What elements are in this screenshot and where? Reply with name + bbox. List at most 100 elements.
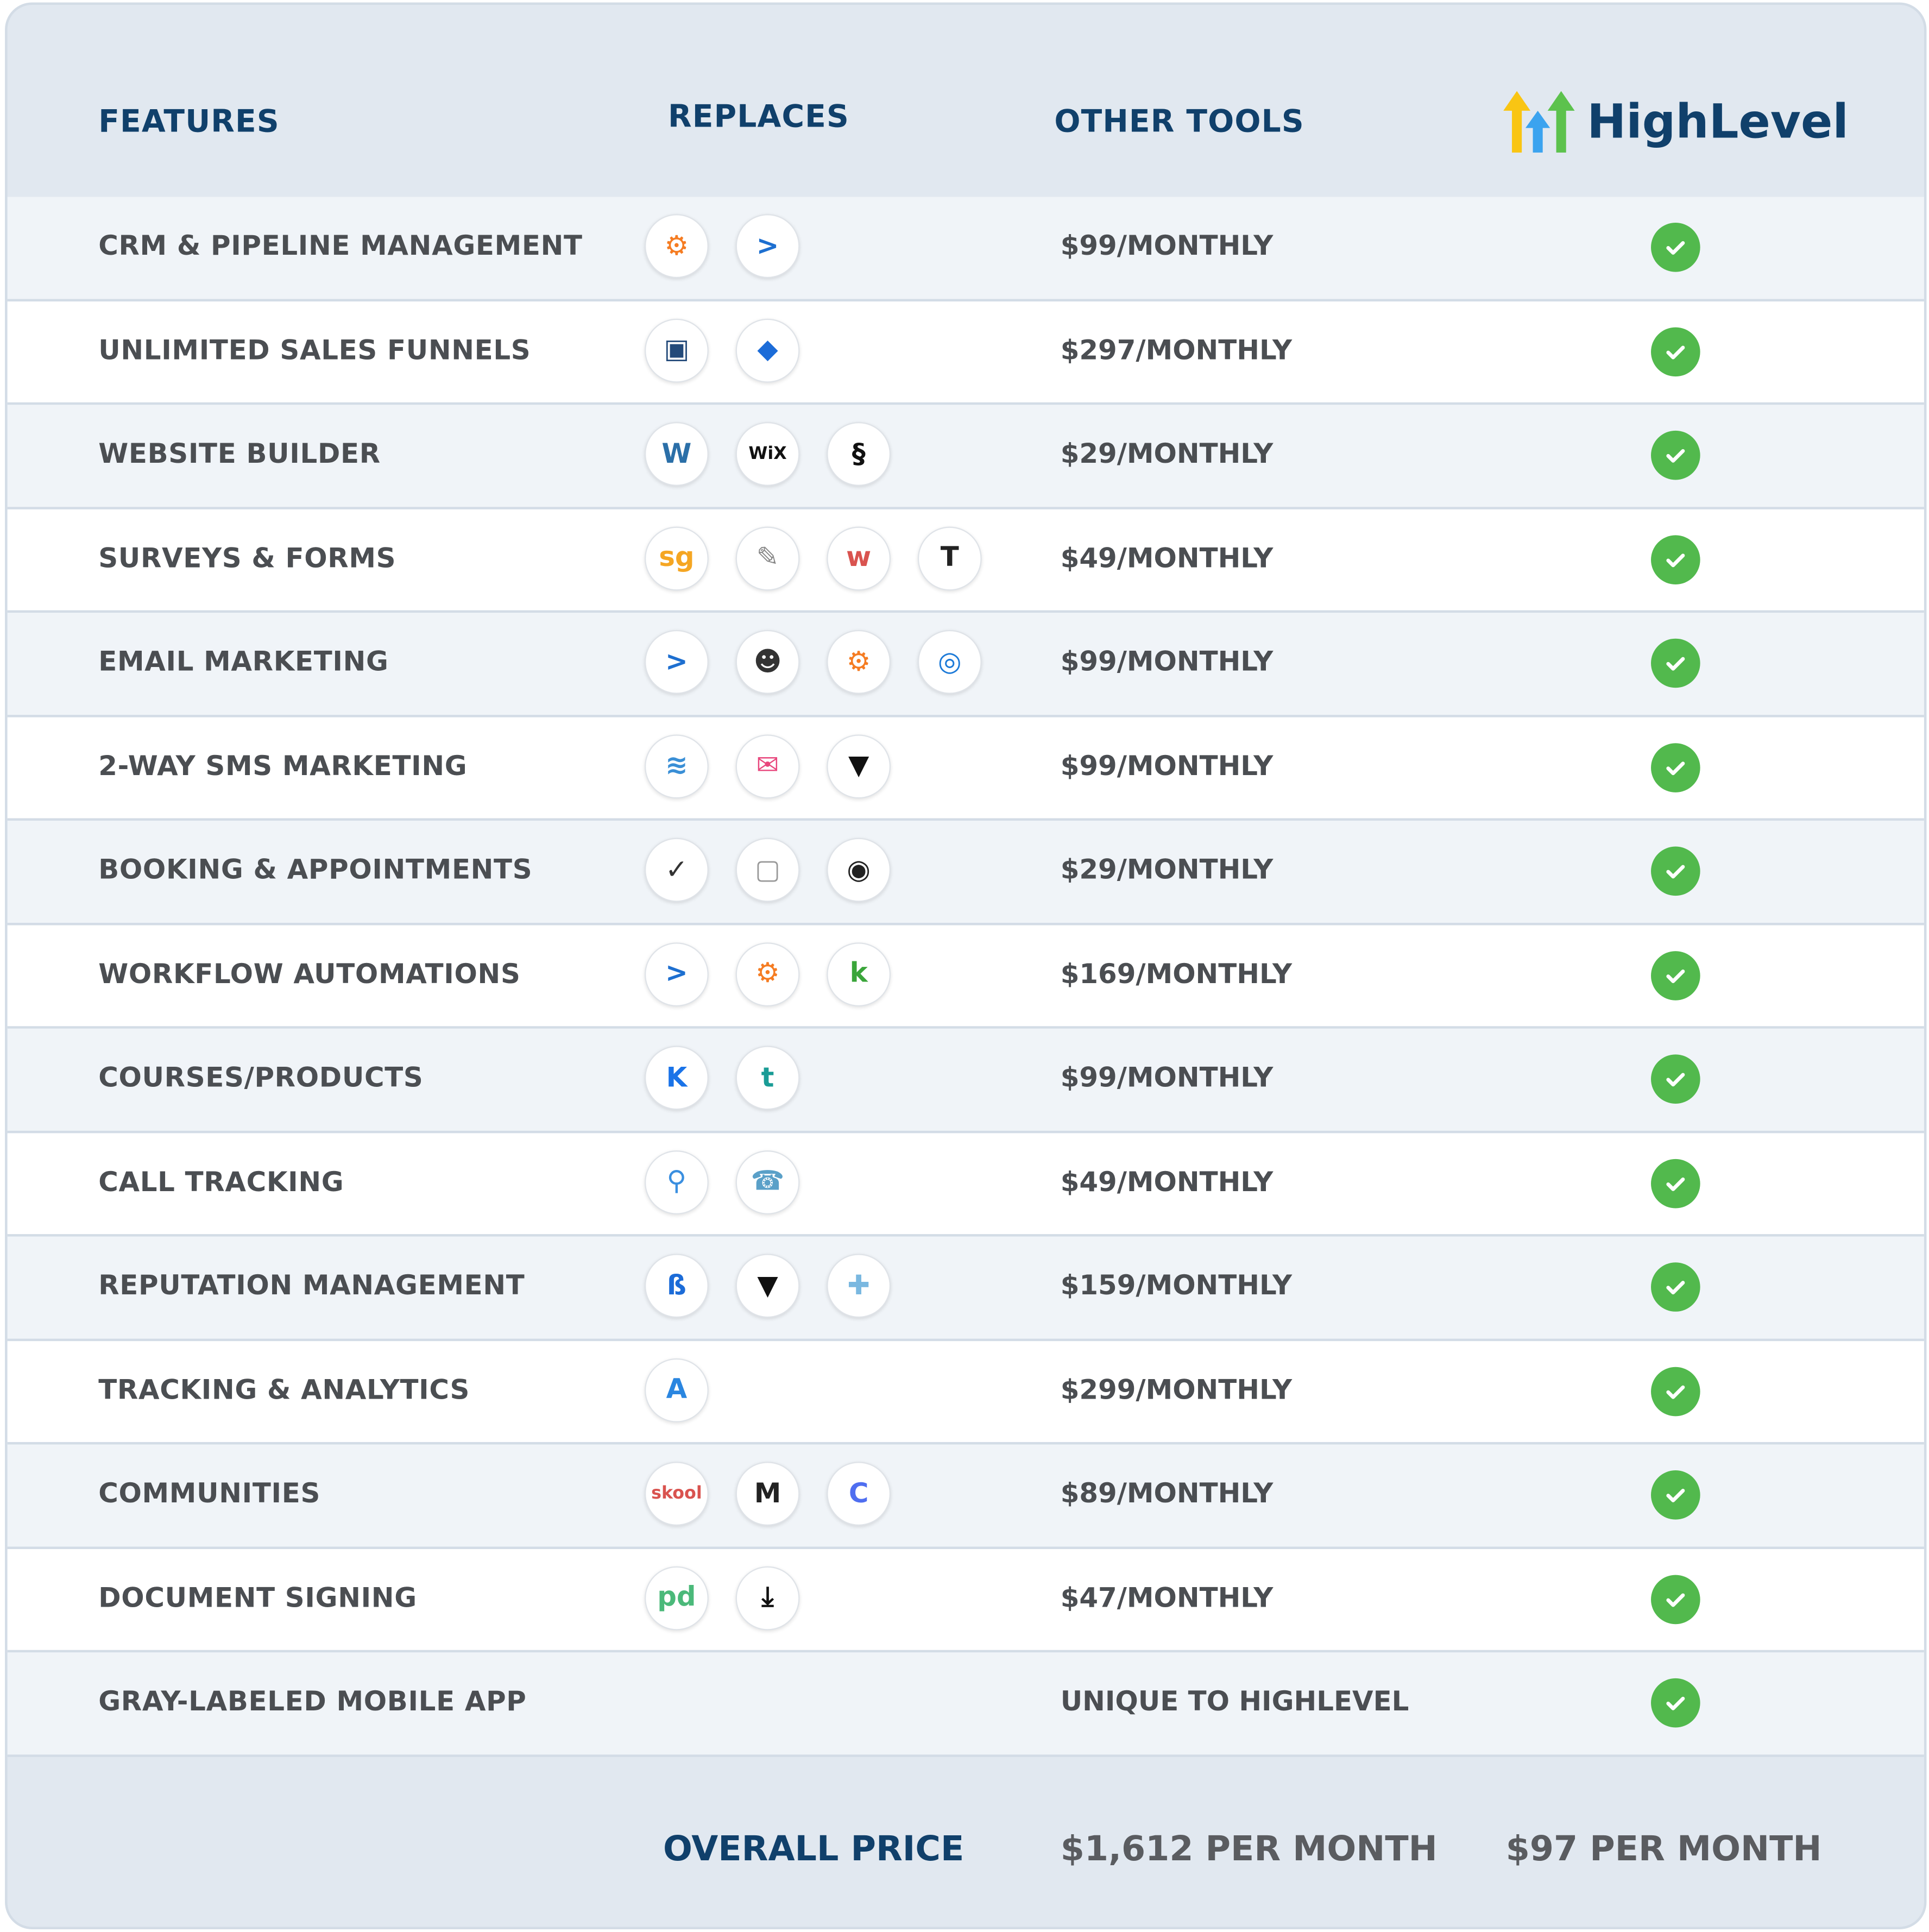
feature-name: WORKFLOW AUTOMATIONS	[98, 959, 521, 990]
hubspot-icon: ⚙	[827, 630, 891, 694]
pandadoc-icon: pd	[645, 1565, 709, 1630]
highlevel-logo: HighLevel	[1503, 89, 1849, 155]
podium-icon: ▼	[735, 1254, 800, 1318]
replaced-tools: ⚙ >	[645, 214, 800, 278]
feature-name: UNLIMITED SALES FUNNELS	[98, 335, 531, 366]
other-tools-price: UNIQUE TO HIGHLEVEL	[1060, 1686, 1409, 1718]
other-tools-price: $29/MONTHLY	[1060, 855, 1274, 886]
check-icon	[1651, 223, 1700, 272]
replaced-tools: W WiX §	[645, 421, 891, 486]
replaced-tools: > ☻ ⚙ ◎	[645, 630, 982, 694]
table-row: TRACKING & ANALYTICS A $299/MONTHLY	[7, 1341, 1924, 1445]
replaced-tools: ▣ ◆	[645, 318, 800, 382]
feature-name: 2-WAY SMS MARKETING	[98, 751, 468, 782]
replaced-tools: ß ▼ ✚	[645, 1254, 891, 1318]
feature-name: TRACKING & ANALYTICS	[98, 1375, 470, 1406]
podium-icon: ▼	[827, 734, 891, 798]
other-tools-price: $47/MONTHLY	[1060, 1583, 1274, 1614]
other-tools-price: $89/MONTHLY	[1060, 1478, 1274, 1510]
table-row: DOCUMENT SIGNING pd ⤓ $47/MONTHLY	[7, 1548, 1924, 1653]
table-row: REPUTATION MANAGEMENT ß ▼ ✚ $159/MONTHLY	[7, 1236, 1924, 1341]
feature-name: GRAY-LABELED MOBILE APP	[98, 1686, 527, 1718]
constant-contact-icon: ◎	[917, 630, 982, 694]
callrail-icon: ⚲	[645, 1149, 709, 1214]
replaced-tools: ⚲ ☎	[645, 1149, 800, 1214]
check-icon	[1651, 1678, 1700, 1728]
overall-price-label: OVERALL PRICE	[663, 1828, 964, 1869]
table-row: WORKFLOW AUTOMATIONS > ⚙ k $169/MONTHLY	[7, 924, 1924, 1029]
other-tools-price: $99/MONTHLY	[1060, 231, 1274, 262]
circle-icon: C	[827, 1462, 891, 1526]
feature-name: COURSES/PRODUCTS	[98, 1063, 424, 1094]
other-tools-header: OTHER TOOLS	[1054, 103, 1304, 139]
kajabi-icon: K	[645, 1046, 709, 1110]
check-icon	[1651, 1366, 1700, 1416]
squarespace-icon: §	[827, 421, 891, 486]
calendar-icon: ▢	[735, 838, 800, 902]
feature-name: EMAIL MARKETING	[98, 647, 389, 678]
feature-name: SURVEYS & FORMS	[98, 543, 396, 574]
table-header: FEATURES REPLACES OTHER TOOLS HighLevel	[8, 5, 1924, 197]
other-tools-price: $159/MONTHLY	[1060, 1271, 1293, 1302]
other-tools-total: $1,612 PER MONTH	[1060, 1828, 1438, 1869]
features-header: FEATURES	[98, 103, 280, 139]
replaced-tools: skool M C	[645, 1462, 891, 1526]
table-row: COMMUNITIES skool M C $89/MONTHLY	[7, 1444, 1924, 1549]
keap-icon: k	[827, 942, 891, 1006]
skool-icon: skool	[645, 1462, 709, 1526]
analytics-icon: A	[645, 1357, 709, 1422]
feature-name: REPUTATION MANAGEMENT	[98, 1271, 525, 1302]
feature-name: CALL TRACKING	[98, 1167, 344, 1198]
table-row: CALL TRACKING ⚲ ☎ $49/MONTHLY	[7, 1132, 1924, 1237]
check-icon	[1651, 1054, 1700, 1104]
other-tools-price: $49/MONTHLY	[1060, 1167, 1274, 1198]
table-row: UNLIMITED SALES FUNNELS ▣ ◆ $297/MONTHLY	[7, 300, 1924, 405]
hubspot-icon: ⚙	[645, 214, 709, 278]
feature-name: COMMUNITIES	[98, 1478, 321, 1510]
mighty-networks-icon: M	[735, 1462, 800, 1526]
check-icon	[1651, 430, 1700, 480]
phone-icon: ☎	[735, 1149, 800, 1214]
typeform-icon: T	[917, 526, 982, 590]
wordpress-icon: W	[645, 421, 709, 486]
comparison-table: FEATURES REPLACES OTHER TOOLS HighLevel …	[5, 2, 1927, 1929]
table-footer: OVERALL PRICE $1,612 PER MONTH $97 PER M…	[8, 1757, 1924, 1927]
acuity-icon: ◉	[827, 838, 891, 902]
feature-rows: CRM & PIPELINE MANAGEMENT ⚙ > $99/MONTHLY…	[7, 197, 1924, 1757]
activecampaign-icon: >	[735, 214, 800, 278]
replaced-tools: sg ✎ w T	[645, 526, 982, 590]
other-tools-price: $99/MONTHLY	[1060, 1063, 1274, 1094]
textmagic-icon: ✉	[735, 734, 800, 798]
check-icon	[1651, 1574, 1700, 1624]
feature-name: DOCUMENT SIGNING	[98, 1583, 417, 1614]
feature-name: CRM & PIPELINE MANAGEMENT	[98, 231, 583, 262]
other-tools-price: $29/MONTHLY	[1060, 439, 1274, 470]
check-icon	[1651, 326, 1700, 376]
replaced-tools: > ⚙ k	[645, 942, 891, 1006]
feature-name: BOOKING & APPOINTMENTS	[98, 855, 533, 886]
other-tools-price: $99/MONTHLY	[1060, 751, 1274, 782]
check-icon	[1651, 1158, 1700, 1208]
replaced-tools: ≋ ✉ ▼	[645, 734, 891, 798]
check-icon	[1651, 846, 1700, 896]
grade-us-icon: ✚	[827, 1254, 891, 1318]
table-row: GRAY-LABELED MOBILE APP UNIQUE TO HIGHLE…	[7, 1652, 1924, 1757]
jotform-icon: ✎	[735, 526, 800, 590]
other-tools-price: $99/MONTHLY	[1060, 647, 1274, 678]
hubspot-icon: ⚙	[735, 942, 800, 1006]
other-tools-price: $297/MONTHLY	[1060, 335, 1293, 366]
highlevel-arrows-icon	[1503, 91, 1575, 153]
replaced-tools: ✓ ▢ ◉	[645, 838, 891, 902]
wix-icon: WiX	[735, 421, 800, 486]
replaced-tools: pd ⤓	[645, 1565, 800, 1630]
check-icon	[1651, 1470, 1700, 1520]
activecampaign-icon: >	[645, 630, 709, 694]
leadpages-icon: ◆	[735, 318, 800, 382]
replaced-tools: A	[645, 1357, 709, 1422]
calendly-icon: ✓	[645, 838, 709, 902]
check-icon	[1651, 534, 1700, 584]
table-row: EMAIL MARKETING > ☻ ⚙ ◎ $99/MONTHLY	[7, 613, 1924, 717]
replaces-header: REPLACES	[668, 98, 849, 134]
